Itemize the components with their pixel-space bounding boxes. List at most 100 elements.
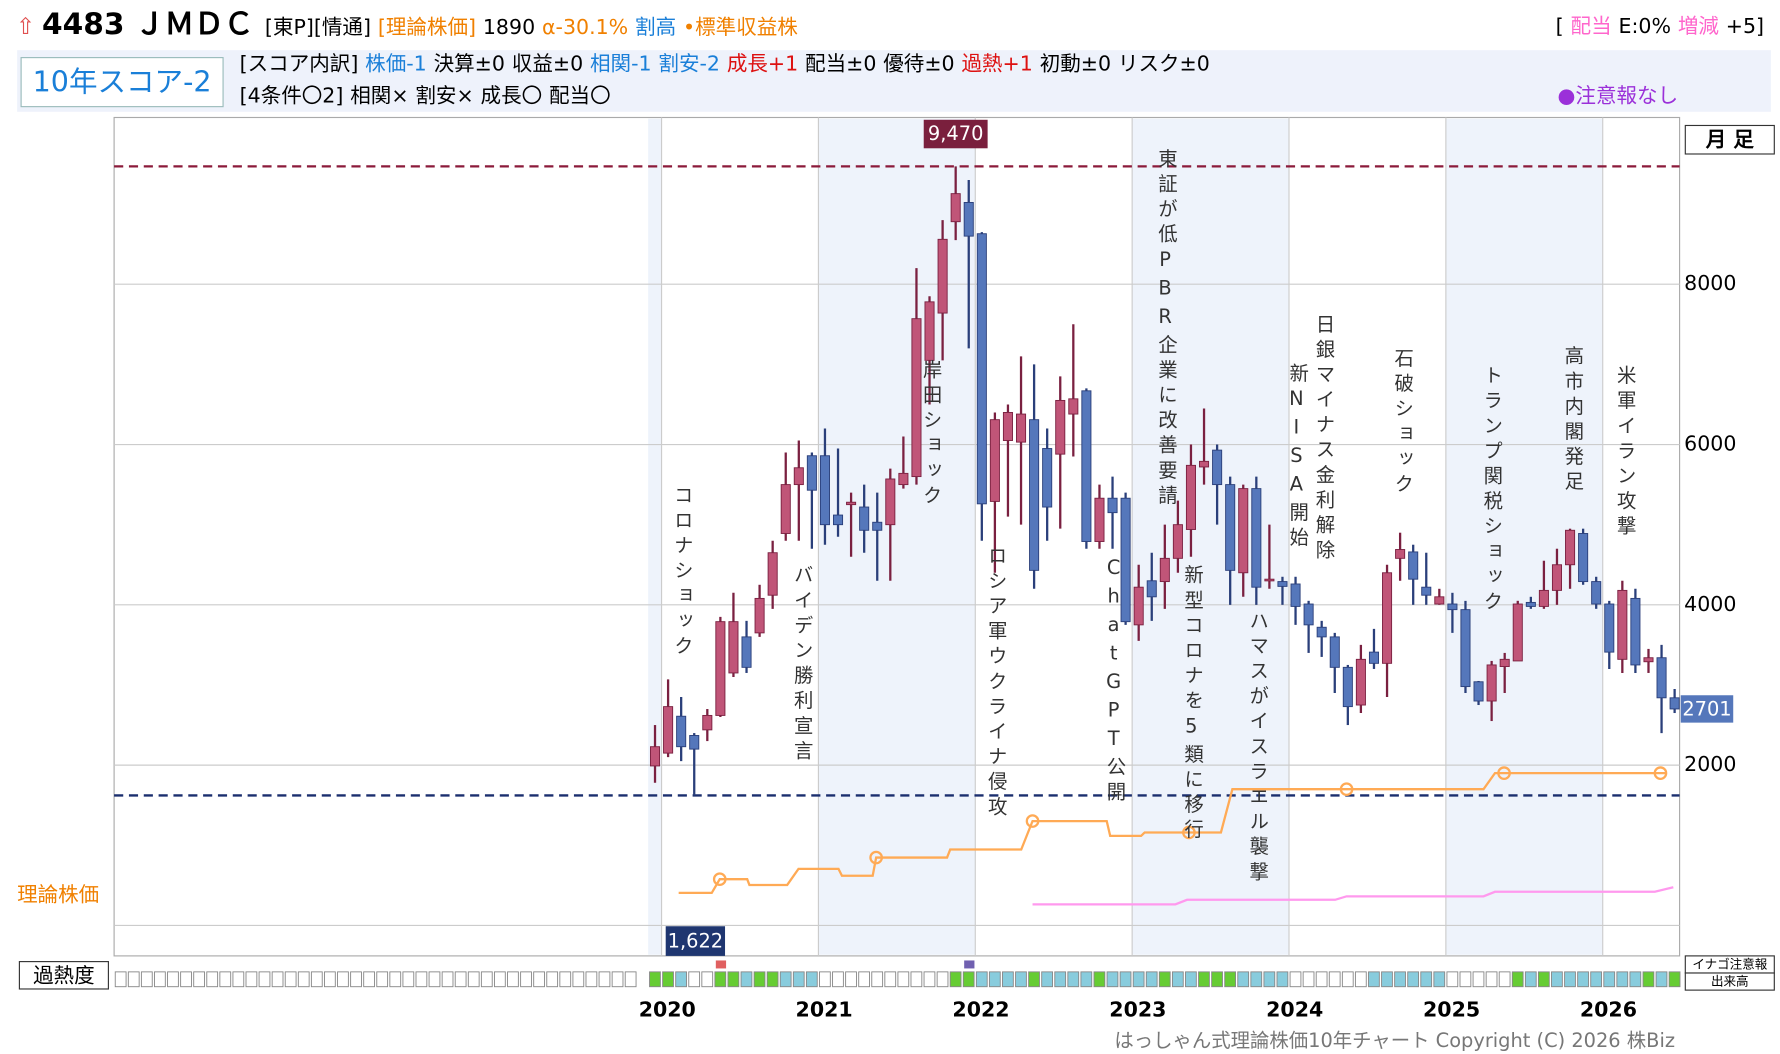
heat-cell-empty <box>507 971 519 988</box>
event-annotation: 日銀マイナス金利解除 <box>1311 313 1334 565</box>
candle-body <box>989 419 1000 502</box>
text-segment: 相関× <box>350 84 409 109</box>
candle-body <box>1434 596 1445 605</box>
event-annotation: ハマスがイスラエル襲撃 <box>1244 610 1268 887</box>
x-tick-label: 2022 <box>952 998 1009 1022</box>
heat-cell <box>1171 971 1184 988</box>
heat-cell <box>727 971 740 988</box>
heat-cell <box>1054 971 1067 988</box>
dividend-info: [配当 E:0% 増減 +5] <box>1556 11 1771 43</box>
heat-cell <box>662 971 674 988</box>
last-box <box>1680 695 1734 723</box>
candle-body <box>1395 549 1406 559</box>
text-segment: 決算±0 <box>433 52 505 77</box>
text-segment: [ <box>1555 14 1564 39</box>
heat-cell <box>1485 971 1498 988</box>
candle-body <box>1355 658 1366 706</box>
candle-body <box>1512 603 1523 662</box>
candle-body <box>872 521 883 531</box>
text-segment: [東P][情通] <box>264 15 371 40</box>
candle-body <box>1068 398 1079 415</box>
candle-body <box>1055 399 1066 455</box>
heat-cell-empty <box>206 971 219 988</box>
x-tick-label: 2024 <box>1266 998 1323 1022</box>
text-segment: 割安-2 <box>658 52 720 77</box>
background-layer <box>648 118 1603 955</box>
heat-cell <box>1250 971 1263 988</box>
candle-body <box>833 514 844 526</box>
candle-body <box>1002 412 1013 441</box>
heat-cell-empty <box>245 971 258 988</box>
alert-mark <box>964 960 975 969</box>
heat-cell-empty <box>154 971 166 988</box>
candle-body <box>1329 636 1340 668</box>
heat-cell <box>1354 971 1367 988</box>
heat-cell-empty <box>467 971 480 988</box>
heat-cell <box>1328 971 1341 988</box>
text-segment: E:0% <box>1618 14 1671 39</box>
text-segment: 相関-1 <box>590 52 652 77</box>
heat-cell <box>714 971 727 988</box>
heat-cell <box>1158 971 1171 988</box>
heat-cell <box>1341 971 1354 988</box>
heat-cell <box>1564 971 1576 988</box>
high-label: 9,470 <box>928 122 983 145</box>
heat-cell-empty <box>193 971 205 988</box>
candle-body <box>911 318 922 478</box>
last-label: 2701 <box>1682 698 1731 721</box>
heat-box <box>18 961 109 990</box>
heat-cell-empty <box>284 971 297 988</box>
heat-cell <box>1577 971 1589 988</box>
heat-cell-empty <box>533 971 545 988</box>
heat-cell <box>884 971 897 988</box>
candle-body <box>1408 551 1419 580</box>
candle-body <box>1185 464 1196 530</box>
heat-cell-empty <box>350 971 362 988</box>
heat-cell <box>675 971 687 988</box>
heat-cell-empty <box>389 971 402 988</box>
heat-cell <box>1119 971 1132 988</box>
conditions: [4条件〇2] 相関× 割安× 成長〇 配当〇 <box>240 83 618 110</box>
theory-line <box>678 772 1667 895</box>
header: ⇧ 4483 ＪＭＤＣ [東P][情通] [理論株価] 1890 α-30.1% 割高 •標準… <box>16 7 805 47</box>
heat-cell-empty <box>271 971 284 988</box>
heat-cell <box>1080 971 1093 988</box>
candle-body <box>1578 533 1589 583</box>
candle-body <box>663 706 674 754</box>
heat-cell <box>819 971 831 988</box>
notice: ●注意報なし <box>1557 84 1679 109</box>
heat-cell-empty <box>337 971 349 988</box>
x-tick-label: 2021 <box>796 998 853 1022</box>
heat-cell <box>1616 971 1629 988</box>
x-tick-label: 2025 <box>1423 998 1480 1022</box>
heat-cell-empty <box>127 971 140 988</box>
candle-body <box>1486 664 1497 702</box>
candle-body <box>1630 597 1641 666</box>
high-box <box>923 119 988 149</box>
event-annotation: 岸田ショック <box>918 359 942 510</box>
candle-body <box>689 735 700 750</box>
heat-cell <box>1132 971 1145 988</box>
candle-body <box>728 621 739 674</box>
candle-body <box>676 715 687 748</box>
heat-cell-empty <box>611 971 624 988</box>
heat-cell <box>858 971 870 988</box>
candle-body <box>715 621 726 716</box>
heat-cell <box>923 971 936 988</box>
x-tick-label: 2023 <box>1109 998 1166 1022</box>
heat-cell-empty <box>376 971 389 988</box>
heat-cell-empty <box>140 971 153 988</box>
heat-cell <box>1524 971 1537 988</box>
text-segment: 成長〇 <box>480 84 543 109</box>
candle-body <box>1368 651 1380 664</box>
heat-cell-empty <box>454 971 467 988</box>
candle-body <box>1120 497 1131 623</box>
heat-cell-empty <box>167 971 179 988</box>
event-annotation: トランプ関税ショック <box>1479 365 1502 616</box>
alert-mark <box>715 960 727 969</box>
candle-body <box>1538 589 1549 607</box>
heat-cell <box>1106 971 1119 988</box>
candle-body <box>924 301 935 361</box>
heat-cell <box>1263 971 1276 988</box>
